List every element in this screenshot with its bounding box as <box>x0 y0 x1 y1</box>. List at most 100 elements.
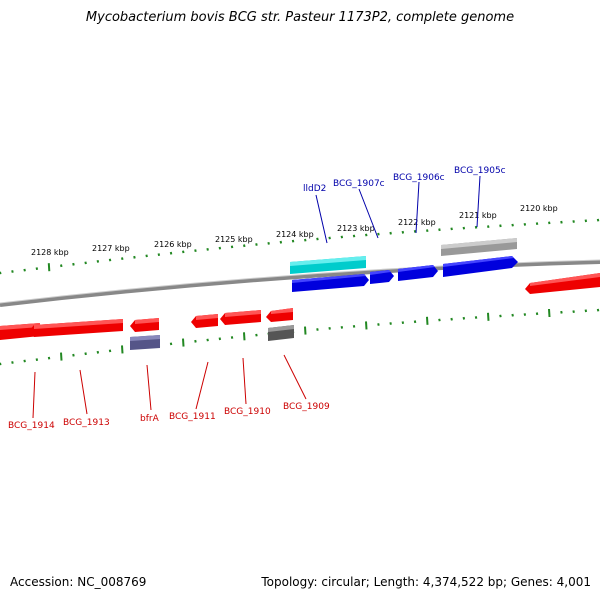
minor-tick <box>352 234 356 238</box>
major-tick <box>548 308 551 318</box>
minor-tick <box>304 238 307 242</box>
minor-tick <box>499 224 502 228</box>
minor-tick <box>572 220 575 223</box>
label-bcg-1911[interactable]: BCG_1911 <box>169 412 216 422</box>
forward-label-group <box>315 175 481 244</box>
label-bcg-1907c[interactable]: BCG_1907c <box>333 179 385 189</box>
minor-tick <box>450 317 453 321</box>
minor-tick <box>352 324 356 328</box>
minor-tick <box>438 228 441 232</box>
major-tick <box>243 332 246 341</box>
ruler-label: 2123 kbp <box>337 224 375 233</box>
major-tick <box>121 345 124 354</box>
minor-tick <box>230 245 234 249</box>
minor-tick <box>316 237 319 241</box>
minor-tick <box>218 246 222 250</box>
minor-tick <box>60 264 63 268</box>
genome-summary: Topology: circular; Length: 4,374,522 bp… <box>261 575 591 589</box>
ruler-label: 2126 kbp <box>154 240 192 249</box>
minor-tick <box>35 267 39 271</box>
minor-tick <box>84 352 87 356</box>
minor-tick <box>596 218 600 222</box>
minor-tick <box>72 262 75 266</box>
minor-tick <box>291 239 295 243</box>
cds-bcg-1905c[interactable] <box>443 256 518 277</box>
minor-tick <box>47 356 51 360</box>
minor-tick <box>182 250 185 254</box>
minor-tick <box>328 326 331 330</box>
minor-tick <box>377 323 380 326</box>
genome-backbone <box>0 260 600 307</box>
minor-tick <box>84 261 87 265</box>
minor-tick <box>72 353 75 357</box>
reverse-tick-ruler <box>0 308 600 366</box>
label-lldd2[interactable]: lldD2 <box>303 184 326 194</box>
minor-tick <box>11 270 14 273</box>
minor-tick <box>206 247 209 251</box>
minor-tick <box>340 235 344 239</box>
minor-tick <box>462 316 466 320</box>
minor-tick <box>121 257 124 261</box>
minor-tick <box>0 362 2 366</box>
ruler-label: 2125 kbp <box>215 235 253 244</box>
minor-tick <box>560 310 563 314</box>
ruler-label: 2124 kbp <box>276 230 314 239</box>
minor-tick <box>413 320 417 324</box>
minor-tick <box>535 222 539 226</box>
minor-tick <box>267 241 270 245</box>
minor-tick <box>584 309 588 313</box>
major-tick <box>487 312 490 321</box>
minor-tick <box>572 310 575 314</box>
minor-tick <box>474 225 478 229</box>
minor-tick <box>523 222 527 226</box>
minor-tick <box>255 243 258 246</box>
minor-tick <box>11 361 14 364</box>
minor-tick <box>328 236 331 240</box>
minor-tick <box>377 232 380 236</box>
label-bcg-1906c[interactable]: BCG_1906c <box>393 173 445 183</box>
reverse-features <box>0 273 600 350</box>
label-bcg-1905c[interactable]: BCG_1905c <box>454 166 506 176</box>
minor-tick <box>23 268 26 272</box>
minor-tick <box>133 255 136 259</box>
minor-tick <box>389 322 392 325</box>
minor-tick <box>584 219 588 223</box>
minor-tick <box>548 221 551 225</box>
minor-tick <box>108 258 112 262</box>
forward-tick-ruler <box>0 218 600 275</box>
minor-tick <box>462 226 466 230</box>
minor-tick <box>218 337 222 341</box>
minor-tick <box>243 244 246 248</box>
minor-tick <box>438 318 441 322</box>
label-bcg-1913[interactable]: BCG_1913 <box>63 418 110 428</box>
minor-tick <box>560 220 563 224</box>
major-tick <box>60 352 63 361</box>
minor-tick <box>340 325 344 329</box>
minor-tick <box>523 313 527 316</box>
minor-tick <box>194 339 197 343</box>
minor-tick <box>316 328 319 331</box>
minor-tick <box>230 336 234 339</box>
minor-tick <box>450 227 453 231</box>
minor-tick <box>413 229 417 233</box>
minor-tick <box>487 225 490 229</box>
minor-tick <box>365 233 368 237</box>
minor-tick <box>474 316 478 319</box>
minor-tick <box>511 223 514 227</box>
major-tick <box>304 326 307 335</box>
label-bcg-1914[interactable]: BCG_1914 <box>8 421 55 431</box>
ruler-label: 2128 kbp <box>31 248 69 257</box>
minor-tick <box>401 230 405 234</box>
minor-tick <box>35 358 39 362</box>
minor-tick <box>157 253 161 257</box>
minor-tick <box>255 333 258 337</box>
minor-tick <box>108 349 112 353</box>
label-bfra[interactable]: bfrA <box>140 414 160 424</box>
label-bcg-1909[interactable]: BCG_1909 <box>283 402 330 412</box>
minor-tick <box>596 308 600 312</box>
minor-tick <box>96 350 100 354</box>
label-bcg-1910[interactable]: BCG_1910 <box>224 407 271 417</box>
minor-tick <box>511 313 514 317</box>
